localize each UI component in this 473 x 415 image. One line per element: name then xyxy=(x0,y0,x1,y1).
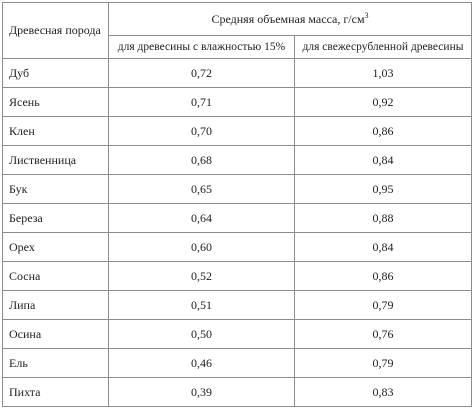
fresh-cut-value-cell: 1,03 xyxy=(293,58,473,88)
column-header-moisture-15: для древесины с влажностью 15% xyxy=(108,35,295,59)
wood-density-table-container: Древесная порода Средняя объемная масса,… xyxy=(2,2,473,407)
fresh-cut-value-cell: 0,95 xyxy=(293,174,473,204)
column-group-header: Средняя объемная масса, г/см3 xyxy=(107,2,473,36)
moisture-15-value-cell: 0,64 xyxy=(108,203,295,233)
table-row: Клен 0,70 0,86 xyxy=(2,116,473,146)
species-cell: Бук xyxy=(2,174,109,204)
moisture-15-value-cell: 0,71 xyxy=(108,87,295,117)
species-cell: Ель xyxy=(2,348,109,378)
column-header-species-label: Древесная порода xyxy=(9,23,101,37)
fresh-cut-value-cell: 0,79 xyxy=(293,290,473,320)
table-row: Бук 0,65 0,95 xyxy=(2,174,473,204)
moisture-15-value-cell: 0,72 xyxy=(108,58,295,88)
species-cell: Пихта xyxy=(2,377,109,407)
fresh-cut-value-cell: 0,84 xyxy=(293,145,473,175)
species-cell: Ясень xyxy=(2,87,109,117)
table-row: Дуб 0,72 1,03 xyxy=(2,58,473,88)
column-header-fresh-cut: для свежесрубленной древесины xyxy=(293,35,473,59)
moisture-15-value-cell: 0,50 xyxy=(108,319,295,349)
moisture-15-value-cell: 0,46 xyxy=(108,348,295,378)
table-row: Береза 0,64 0,88 xyxy=(2,203,473,233)
fresh-cut-value-cell: 0,84 xyxy=(293,232,473,262)
moisture-15-value-cell: 0,52 xyxy=(108,261,295,291)
table-row: Ясень 0,71 0,92 xyxy=(2,87,473,117)
table-row: Липа 0,51 0,79 xyxy=(2,290,473,320)
wood-density-table: Древесная порода Средняя объемная масса,… xyxy=(2,2,473,407)
fresh-cut-value-cell: 0,76 xyxy=(293,319,473,349)
header-row-sub: для древесины с влажностью 15% для свеже… xyxy=(3,35,473,59)
table-body: Дуб 0,72 1,03 Ясень 0,71 0,92 Клен 0,70 0,86 Лист… xyxy=(2,58,473,407)
table-row: Пихта 0,39 0,83 xyxy=(2,377,473,407)
column-header-species: Древесная порода xyxy=(2,2,109,59)
species-cell: Лиственница xyxy=(2,145,109,175)
moisture-15-value-cell: 0,51 xyxy=(108,290,295,320)
fresh-cut-value-cell: 0,79 xyxy=(293,348,473,378)
species-cell: Осина xyxy=(2,319,109,349)
species-cell: Орех xyxy=(2,232,109,262)
species-cell: Липа xyxy=(2,290,109,320)
species-cell: Сосна xyxy=(2,261,109,291)
column-group-header-label: Средняя объемная масса, г/см xyxy=(211,11,365,26)
table-row: Сосна 0,52 0,86 xyxy=(2,261,473,291)
unit-exponent: 3 xyxy=(364,10,369,20)
species-cell: Клен xyxy=(2,116,109,146)
table-header: Древесная порода Средняя объемная масса,… xyxy=(2,2,473,59)
moisture-15-value-cell: 0,68 xyxy=(108,145,295,175)
fresh-cut-value-cell: 0,92 xyxy=(293,87,473,117)
fresh-cut-value-cell: 0,86 xyxy=(293,116,473,146)
moisture-15-value-cell: 0,60 xyxy=(108,232,295,262)
table-row: Лиственница 0,68 0,84 xyxy=(2,145,473,175)
species-cell: Дуб xyxy=(2,58,109,88)
moisture-15-value-cell: 0,39 xyxy=(108,377,295,407)
table-row: Ель 0,46 0,79 xyxy=(2,348,473,378)
header-row-top: Древесная порода Средняя объемная масса,… xyxy=(2,2,473,59)
moisture-15-value-cell: 0,65 xyxy=(108,174,295,204)
fresh-cut-value-cell: 0,88 xyxy=(293,203,473,233)
species-cell: Береза xyxy=(2,203,109,233)
table-row: Орех 0,60 0,84 xyxy=(2,232,473,262)
fresh-cut-value-cell: 0,83 xyxy=(293,377,473,407)
fresh-cut-value-cell: 0,86 xyxy=(293,261,473,291)
table-row: Осина 0,50 0,76 xyxy=(2,319,473,349)
moisture-15-value-cell: 0,70 xyxy=(108,116,295,146)
